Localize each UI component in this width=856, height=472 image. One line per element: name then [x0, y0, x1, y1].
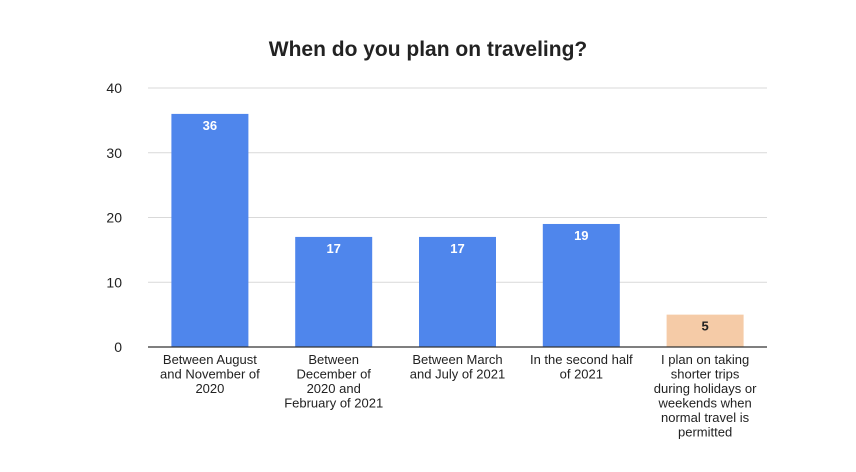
data-label: 17: [326, 241, 340, 256]
labels: 0 10 20 30 40 36 Between August and November of…: [106, 80, 757, 440]
x-tick-label: In the second half of 2021: [530, 352, 633, 382]
bar: [666, 314, 744, 347]
bars: [171, 113, 744, 348]
x-tick-label: I plan on taking shorter trips during holi…: [654, 352, 757, 440]
x-tick-label: Between December of 2020 and February of 20…: [284, 352, 383, 411]
bar: [419, 236, 496, 347]
y-tick-label: 30: [106, 145, 122, 161]
data-label: 19: [574, 228, 588, 243]
data-label: 17: [450, 241, 464, 256]
x-tick-label: Between March and July of 2021: [410, 352, 505, 382]
y-tick-label: 10: [106, 274, 122, 290]
bar: [542, 223, 620, 347]
y-tick-label: 40: [106, 80, 122, 96]
chart-title: When do you plan on traveling?: [268, 38, 588, 61]
bar: [295, 236, 373, 347]
bar: [171, 113, 249, 348]
data-label: 36: [203, 118, 217, 133]
data-label: 5: [701, 319, 708, 334]
x-tick-label: Between August and November of 2020: [160, 352, 260, 396]
y-tick-label: 0: [114, 339, 122, 355]
y-tick-label: 20: [106, 210, 122, 226]
